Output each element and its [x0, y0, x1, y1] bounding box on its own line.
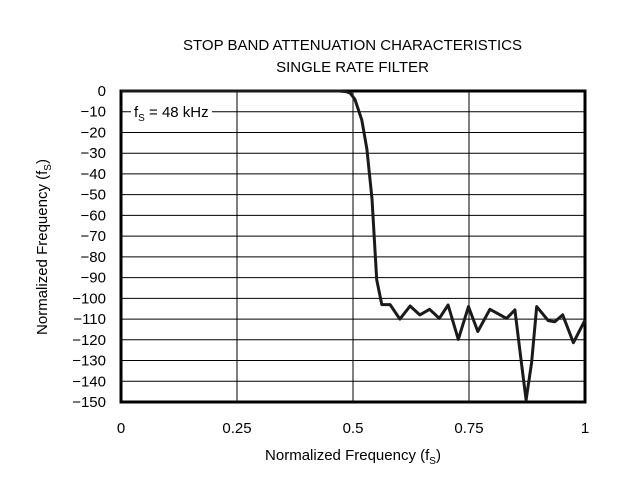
y-tick-label: −100	[72, 290, 106, 307]
y-tick-label: −110	[73, 311, 106, 328]
y-tick-label: −20	[81, 124, 106, 141]
x-tick-label: 0.25	[222, 420, 251, 437]
y-tick-label: 0	[98, 83, 106, 100]
y-axis-label: Normalized Frequency (fS)	[34, 159, 54, 335]
y-tick-label: −60	[81, 207, 106, 224]
x-tick-label: 1	[581, 420, 589, 437]
y-tick-label: −130	[72, 353, 106, 370]
y-tick-label: −10	[81, 104, 106, 121]
x-tick-label: 0.5	[343, 420, 364, 437]
x-axis-label: Normalized Frequency (fS)	[265, 447, 441, 467]
y-tick-label: −30	[81, 145, 106, 162]
x-tick-label: 0.75	[454, 420, 483, 437]
attenuation-curve	[121, 89, 587, 402]
sample-rate-annotation: fS = 48 kHz	[131, 104, 212, 124]
x-tick-label: 0	[117, 420, 125, 437]
y-tick-label: −140	[72, 373, 106, 390]
y-tick-label: −50	[81, 187, 106, 204]
y-tick-label: −120	[72, 332, 106, 349]
y-tick-label: −150	[72, 394, 106, 411]
y-tick-label: −90	[81, 270, 106, 287]
chart-title: STOP BAND ATTENUATION CHARACTERISTICS	[183, 37, 522, 54]
chart-subtitle: SINGLE RATE FILTER	[276, 59, 429, 76]
y-tick-label: −70	[81, 228, 106, 245]
y-tick-label: −40	[81, 166, 106, 183]
y-tick-label: −80	[81, 249, 106, 266]
plot-frame	[119, 89, 587, 404]
